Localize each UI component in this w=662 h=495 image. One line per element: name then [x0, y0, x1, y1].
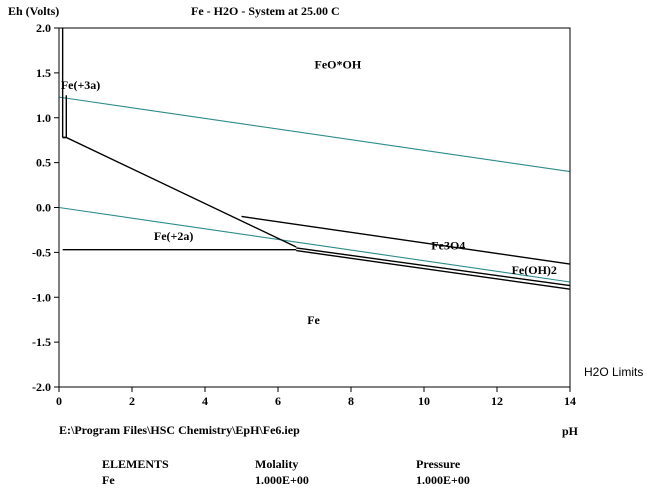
y-tick-label: -0.5 [32, 245, 51, 259]
boundary-line-6 [296, 247, 571, 287]
y-tick-label: -1.5 [32, 335, 51, 349]
region-label: Fe [307, 313, 320, 327]
chart-title: Fe - H2O - System at 25.00 C [191, 4, 340, 18]
region-label: FeO*OH [315, 57, 362, 71]
pressure-value: 1.000E+00 [416, 473, 470, 487]
region-label: Fe(OH)2 [512, 263, 557, 277]
pressure-header: Pressure [416, 457, 461, 471]
x-tick-label: 10 [418, 394, 430, 408]
molality-value: 1.000E+00 [255, 473, 309, 487]
x-tick-label: 4 [202, 394, 208, 408]
x-tick-label: 12 [491, 394, 503, 408]
y-tick-label: 0.0 [36, 201, 51, 215]
x-tick-label: 14 [564, 394, 576, 408]
y-tick-label: 1.5 [36, 66, 51, 80]
water-limit-upper [58, 96, 571, 173]
region-labels: FeO*OH Fe(+3a) Fe(+2a) Fe3O4 Fe(OH)2 Fe [61, 57, 557, 327]
h2o-limits-note: H2O Limits [584, 365, 643, 379]
boundary-line-5 [241, 215, 571, 265]
region-label: Fe(+3a) [61, 78, 100, 92]
file-path: E:\Program Files\HSC Chemistry\EpH\Fe6.i… [59, 423, 300, 437]
x-tick-label: 8 [348, 394, 354, 408]
phase-boundaries [61, 28, 571, 290]
elements-header: ELEMENTS [102, 457, 169, 471]
y-tick-label: 2.0 [36, 21, 51, 35]
y-tick-label: 1.0 [36, 111, 51, 125]
y-tick-label: 0.5 [36, 156, 51, 170]
water-limit-lines [58, 96, 571, 283]
axis-ticks: 0 2 4 6 8 10 12 14 2.0 1.5 1.0 0.5 0.0 -0.5 -1.0 -1.5 -2… [32, 21, 576, 408]
x-axis-label: pH [562, 424, 579, 438]
region-label: Fe(+2a) [154, 229, 194, 243]
boundary-line-7 [296, 249, 571, 290]
water-limit-lower [58, 206, 571, 283]
plot-frame [58, 27, 571, 388]
x-tick-label: 6 [275, 394, 281, 408]
element-value: Fe [102, 473, 115, 487]
molality-header: Molality [255, 457, 299, 471]
x-tick-label: 0 [56, 394, 62, 408]
boundary-line-3 [62, 136, 297, 248]
y-tick-label: -2.0 [32, 380, 51, 394]
y-axis-label: Eh (Volts) [8, 4, 59, 18]
y-tick-label: -1.0 [32, 290, 51, 304]
x-tick-label: 2 [129, 394, 135, 408]
region-label: Fe3O4 [431, 239, 465, 253]
